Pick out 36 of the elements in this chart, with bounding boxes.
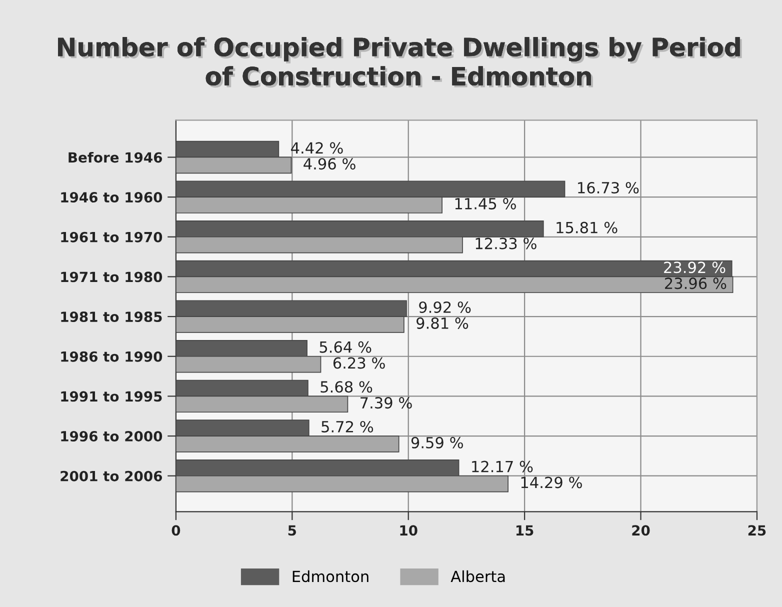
y-tick-label: Before 1946 — [68, 152, 162, 163]
y-tick-label: 1991 to 1995 — [61, 391, 162, 402]
data-label: 5.68 % — [320, 381, 372, 393]
x-tick-label: 10 — [400, 525, 418, 536]
data-label: 7.39 % — [360, 397, 412, 409]
data-label: 4.96 % — [304, 158, 356, 170]
data-label: 5.64 % — [320, 341, 372, 353]
data-label: 9.59 % — [411, 436, 463, 448]
x-tick-label: 15 — [516, 525, 534, 536]
legend-label: Edmonton — [292, 570, 368, 582]
data-label: 12.17 % — [472, 460, 533, 472]
data-label: 9.92 % — [419, 301, 471, 314]
x-tick-label: 5 — [288, 525, 296, 536]
y-tick-label: 1971 to 1980 — [61, 272, 162, 282]
data-label: 14.29 % — [521, 476, 582, 488]
legend-label: Alberta — [450, 570, 505, 582]
data-label: 12.33 % — [476, 238, 536, 250]
y-tick-label: 1986 to 1990 — [61, 351, 162, 362]
y-tick-label: 1981 to 1985 — [61, 312, 162, 322]
data-label: 9.81 % — [416, 317, 468, 329]
chart-title: Number of Occupied Private Dwellings by Period of Construction - Edmonton — [58, 37, 742, 88]
x-tick-label: 20 — [632, 525, 650, 536]
data-label: 5.72 % — [322, 420, 374, 432]
y-tick-label: 1996 to 2000 — [61, 430, 162, 442]
x-tick-label: 0 — [172, 525, 180, 536]
data-label: 11.45 % — [455, 198, 516, 210]
data-label: 15.81 % — [556, 222, 618, 234]
data-label: 23.96 % — [665, 278, 726, 290]
y-tick-label: 1946 to 1960 — [61, 192, 162, 203]
data-label: 6.23 % — [333, 357, 385, 369]
data-label: 23.92 % — [664, 262, 726, 274]
x-tick-label: 25 — [748, 525, 766, 536]
y-tick-label: 1961 to 1970 — [61, 232, 162, 242]
y-tick-label: 2001 to 2006 — [60, 470, 162, 482]
data-label: 4.42 % — [291, 142, 343, 154]
data-label: 16.73 % — [578, 182, 639, 194]
